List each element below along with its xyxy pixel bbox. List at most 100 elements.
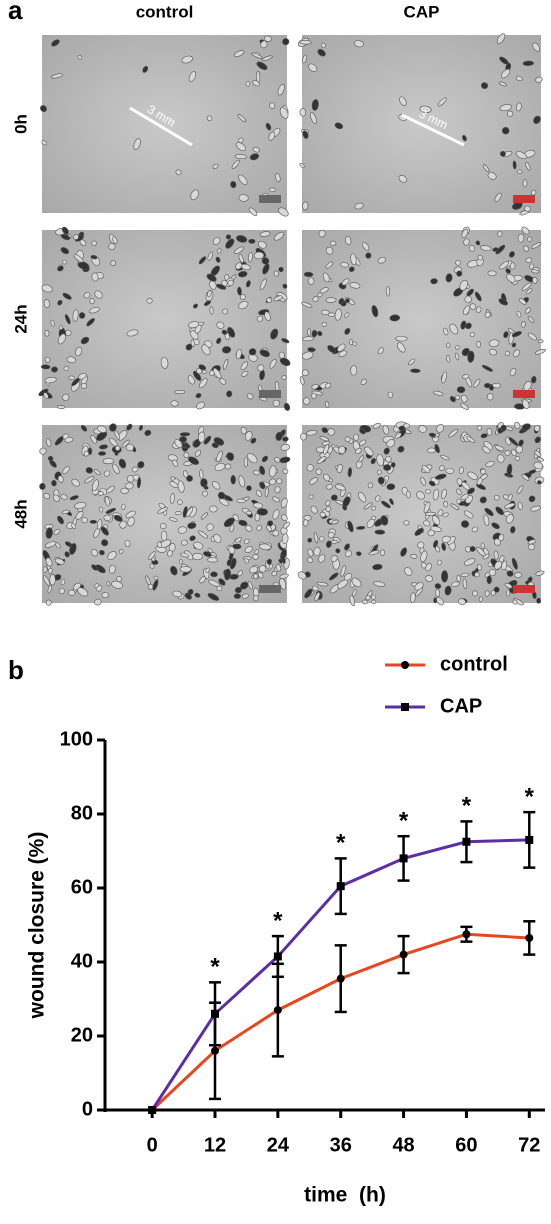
cell — [252, 554, 259, 560]
cell — [108, 564, 116, 574]
cell — [106, 581, 111, 587]
cell — [252, 146, 260, 153]
cell — [324, 382, 332, 389]
cell — [86, 318, 95, 327]
cell — [198, 378, 208, 389]
cell — [282, 436, 289, 442]
cell — [64, 551, 70, 558]
cell — [192, 552, 203, 561]
cell — [458, 466, 464, 475]
cell — [445, 468, 455, 474]
cell — [484, 507, 494, 517]
cell — [205, 567, 211, 573]
cell — [441, 488, 448, 499]
cell — [495, 244, 506, 255]
cell — [217, 491, 226, 500]
cell — [89, 519, 97, 524]
cell — [64, 437, 74, 443]
cell — [323, 444, 330, 455]
cell — [430, 278, 438, 285]
cell — [320, 42, 326, 49]
cell — [522, 399, 530, 410]
cell — [460, 403, 469, 410]
cell — [196, 401, 205, 410]
cell — [446, 342, 451, 349]
cell — [436, 596, 444, 606]
cell — [327, 531, 335, 539]
cell — [456, 574, 461, 583]
cell — [275, 431, 283, 441]
cell — [483, 514, 490, 527]
cell — [207, 593, 220, 601]
cell — [519, 298, 527, 305]
cell — [531, 242, 542, 249]
cell — [386, 439, 395, 448]
cell — [443, 327, 449, 336]
cell — [505, 514, 514, 524]
cell — [233, 593, 242, 599]
cell — [489, 348, 498, 356]
cell — [317, 330, 323, 337]
cell — [125, 510, 136, 519]
cell — [47, 568, 53, 574]
cell — [524, 307, 531, 314]
cell — [77, 587, 89, 597]
cell — [225, 234, 232, 240]
cell — [485, 460, 495, 468]
cell — [244, 545, 253, 554]
cell — [377, 469, 382, 475]
cell — [398, 425, 406, 431]
cell — [537, 480, 542, 485]
cell — [515, 75, 523, 82]
cell — [230, 474, 236, 485]
cell — [194, 449, 202, 457]
cell — [259, 231, 271, 237]
cell — [380, 549, 386, 556]
cell — [493, 550, 499, 560]
cell — [325, 246, 334, 255]
cell — [480, 468, 486, 475]
cell — [517, 501, 523, 510]
cell — [377, 347, 384, 355]
cell — [233, 246, 244, 254]
cell — [147, 583, 154, 590]
cell — [62, 259, 67, 265]
cell — [226, 559, 232, 566]
cell — [371, 505, 377, 511]
data-point — [336, 974, 345, 983]
cell — [254, 549, 259, 555]
cell — [306, 464, 314, 472]
cell — [337, 579, 349, 589]
cell — [362, 242, 370, 251]
cell — [238, 519, 248, 527]
cell — [92, 479, 99, 492]
cell — [395, 432, 402, 439]
cell — [59, 325, 63, 331]
cell — [389, 498, 394, 505]
cell — [243, 538, 250, 545]
cell — [60, 247, 69, 255]
cell — [344, 235, 352, 246]
significance-star: * — [399, 808, 409, 835]
cell — [364, 446, 374, 456]
cell — [467, 350, 475, 363]
cell — [313, 546, 321, 557]
cell — [410, 368, 421, 373]
cell — [257, 241, 267, 249]
cell — [168, 517, 178, 522]
cell — [464, 295, 472, 304]
cell — [248, 238, 256, 244]
cell — [180, 552, 190, 558]
cell — [282, 283, 288, 289]
cell — [246, 280, 251, 288]
cell — [246, 510, 252, 516]
cell — [533, 115, 541, 124]
cell — [359, 439, 367, 446]
cell — [45, 527, 53, 539]
scale-bar — [513, 390, 535, 398]
cell — [462, 305, 471, 316]
cell — [61, 509, 70, 515]
cell — [167, 454, 178, 462]
cell — [51, 39, 60, 47]
scale-line — [129, 106, 193, 147]
